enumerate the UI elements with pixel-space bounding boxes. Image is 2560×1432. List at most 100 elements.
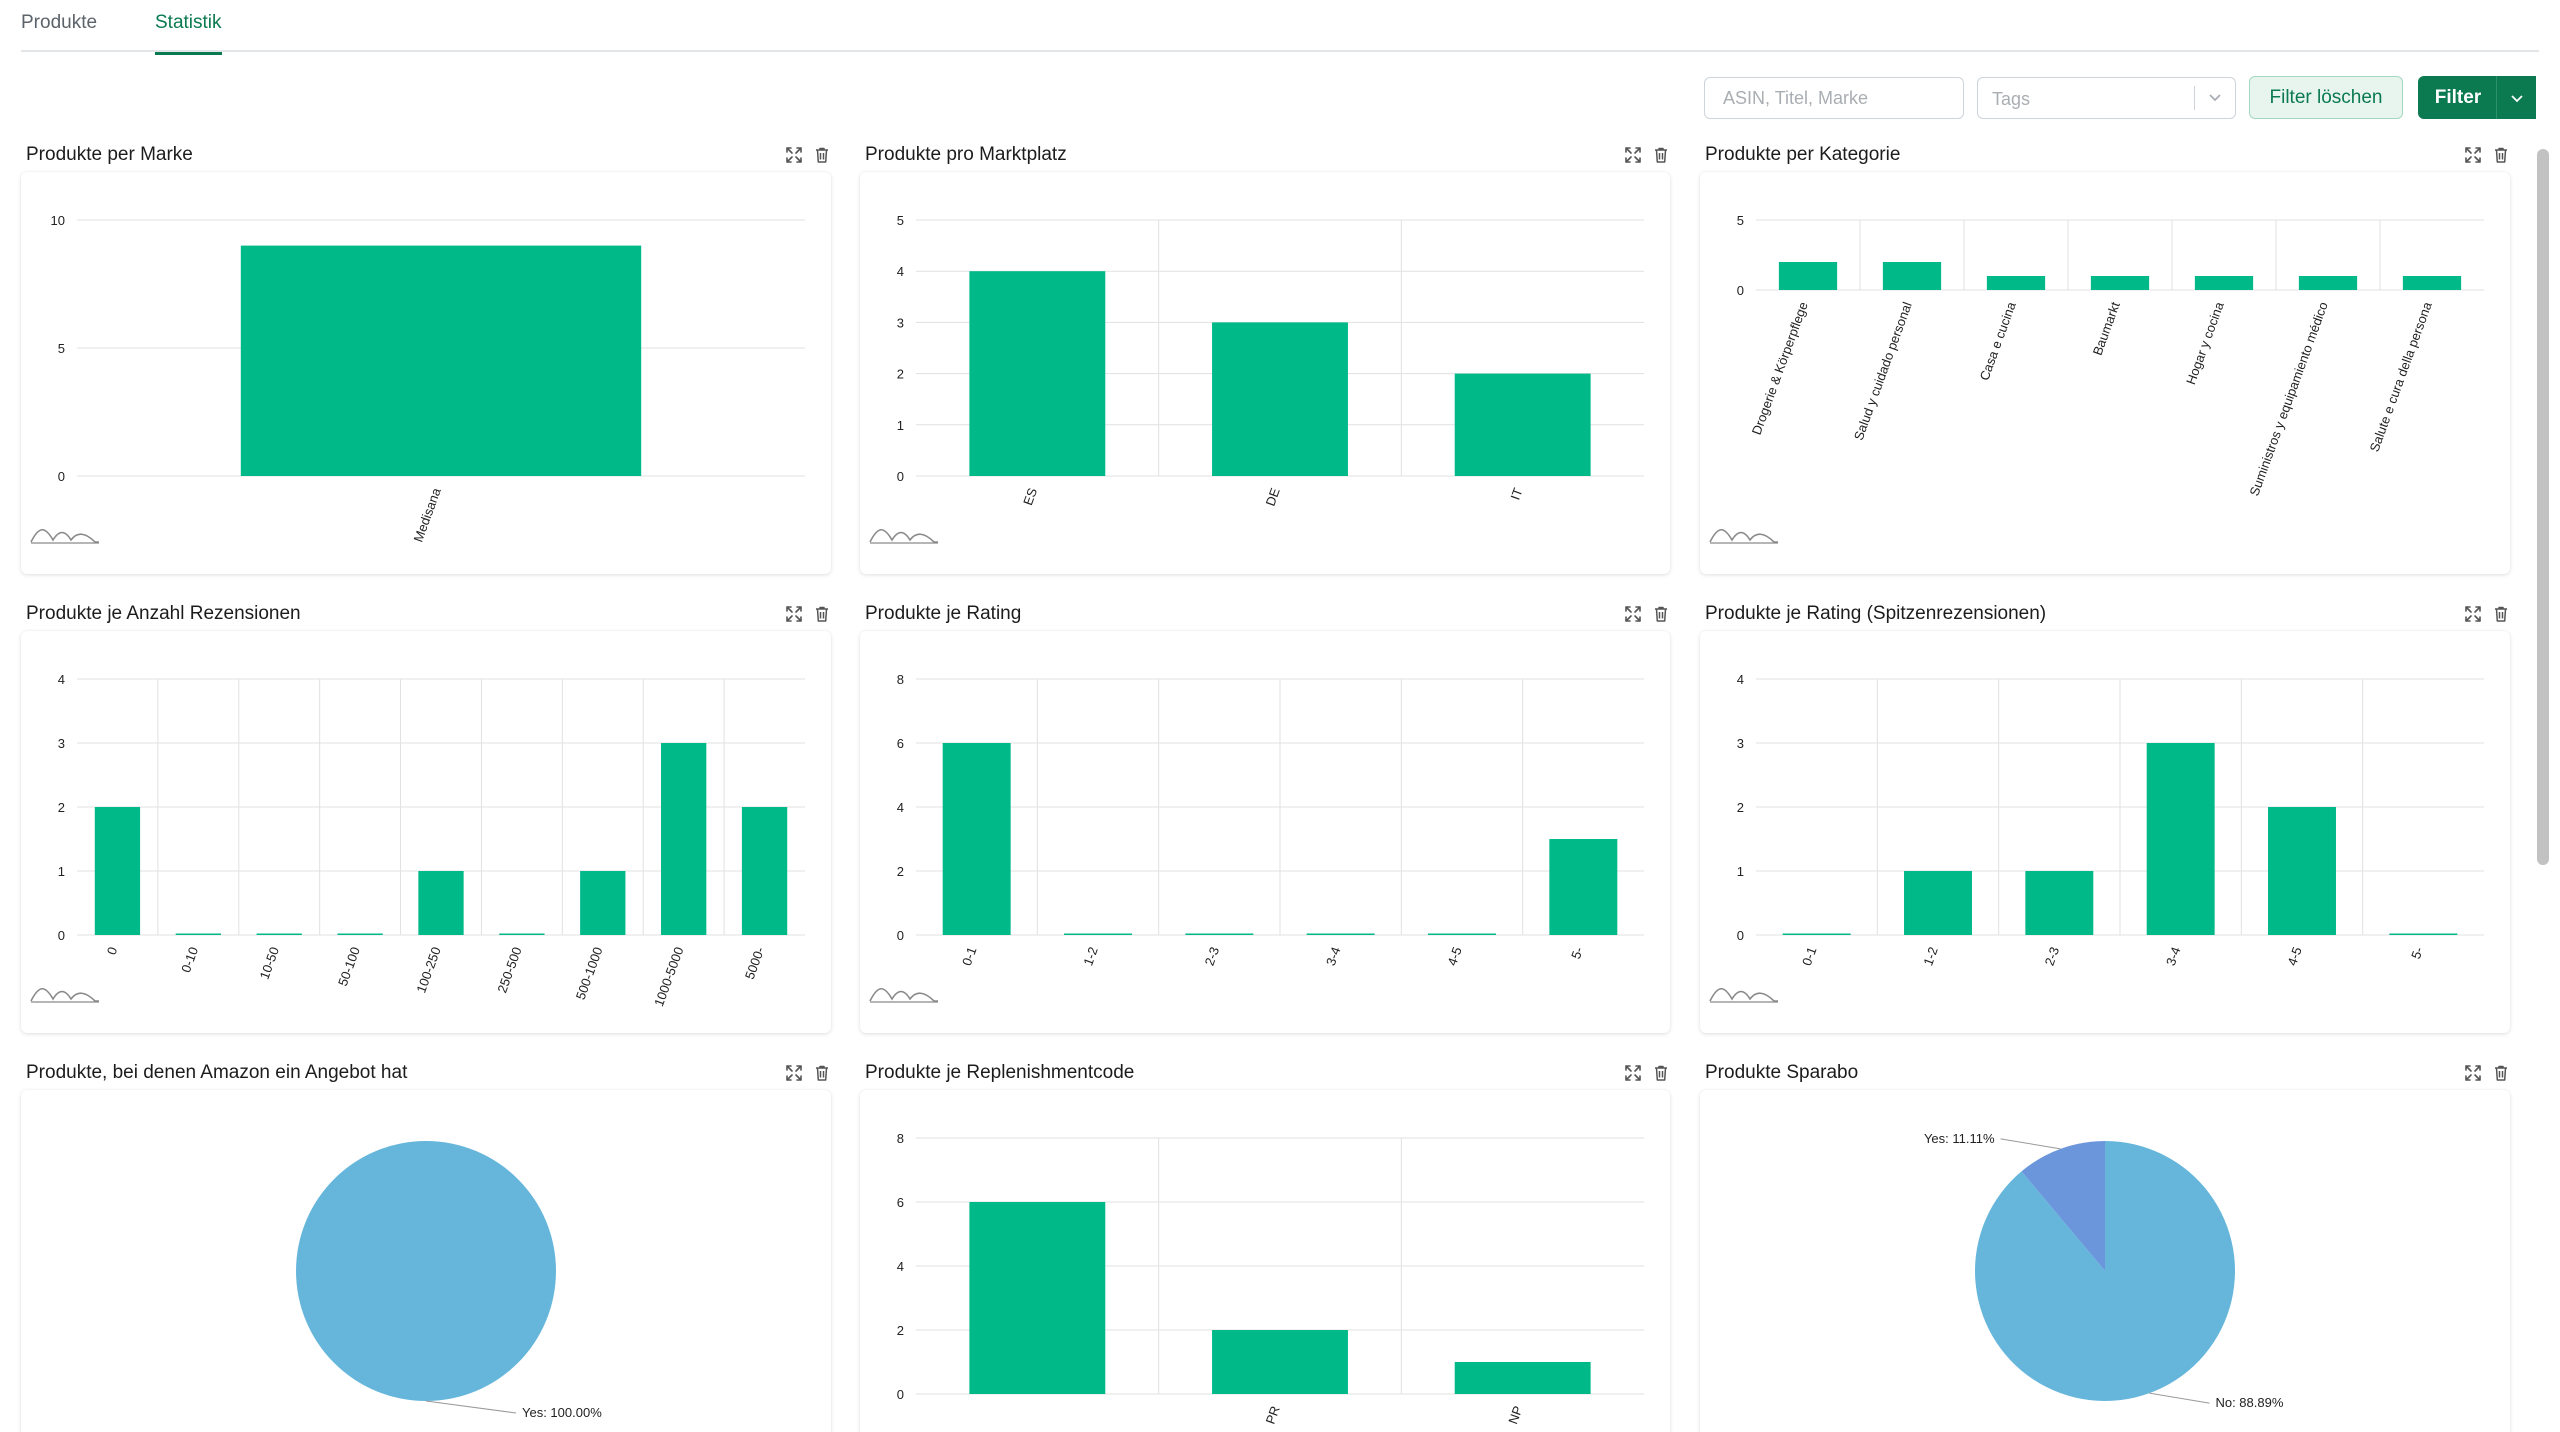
bar — [661, 743, 707, 935]
expand-icon[interactable] — [785, 146, 803, 164]
x-tick-label: 3-4 — [2163, 945, 2184, 968]
bar — [2194, 276, 2254, 290]
y-tick-label: 10 — [51, 213, 65, 228]
x-tick-label: 1000-5000 — [651, 945, 686, 1009]
bar — [1882, 262, 1942, 290]
bar — [969, 271, 1106, 476]
x-tick-label: 5- — [2408, 945, 2426, 961]
trash-icon[interactable] — [1652, 1064, 1670, 1082]
chart-actions — [1624, 1064, 1670, 1082]
pie-data-label: Yes: 100.00% — [522, 1405, 602, 1420]
tags-placeholder: Tags — [1992, 89, 2031, 109]
trash-icon[interactable] — [1652, 605, 1670, 623]
y-tick-label: 5 — [58, 341, 65, 356]
page-scrollbar[interactable] — [2534, 145, 2552, 1432]
pie-chart: Yes: 100.00% — [296, 1141, 602, 1420]
y-tick-label: 0 — [58, 469, 65, 484]
x-tick-label: 1-2 — [1080, 945, 1101, 968]
expand-icon[interactable] — [1624, 1064, 1642, 1082]
chart-library-logo — [30, 987, 99, 1003]
y-tick-label: 0 — [58, 928, 65, 943]
bar — [2025, 871, 2094, 935]
x-tick-label: Casa e cucina — [1977, 299, 2020, 382]
data-label-leader — [425, 1400, 517, 1414]
trash-icon[interactable] — [813, 146, 831, 164]
x-tick-label: 5- — [1568, 945, 1586, 961]
expand-icon[interactable] — [785, 605, 803, 623]
y-tick-label: 8 — [897, 1131, 904, 1146]
y-tick-label: 6 — [897, 1195, 904, 1210]
bar — [1986, 276, 2046, 290]
logo-wave — [869, 987, 938, 1002]
y-tick-label: 8 — [897, 672, 904, 687]
chart-actions — [785, 146, 831, 164]
pie-slice — [296, 1141, 556, 1401]
y-tick-label: 5 — [897, 213, 904, 228]
expand-icon[interactable] — [2464, 605, 2482, 623]
chart-library-logo — [1709, 987, 1778, 1003]
filter-dropdown-toggle[interactable] — [2496, 76, 2536, 119]
trash-icon[interactable] — [2492, 146, 2510, 164]
pie-slice — [2021, 1141, 2105, 1271]
filter-button-label: Filter — [2434, 86, 2482, 108]
x-tick-label: Salud y cuidado personal — [1851, 300, 1915, 442]
pie-data-label: Yes: 11.11% — [1924, 1131, 1995, 1146]
chart-library-logo — [869, 528, 938, 544]
trash-icon[interactable] — [813, 1064, 831, 1082]
expand-icon[interactable] — [2464, 146, 2482, 164]
x-tick-label: 4-5 — [2284, 945, 2305, 968]
chart-card: 0 1 2 3 4 0 0-10 10-50 50-100 100-250 250-500 500-1… — [21, 631, 831, 1033]
x-tick-label: Hogar y cocina — [2183, 299, 2227, 386]
data-label-leader — [2000, 1138, 2061, 1150]
expand-icon[interactable] — [785, 1064, 803, 1082]
y-tick-label: 4 — [897, 1259, 904, 1274]
tab-produkte[interactable]: Produkte — [21, 12, 98, 33]
bar — [1212, 1330, 1348, 1394]
bar — [2298, 276, 2358, 290]
logo-wave — [30, 987, 99, 1002]
y-tick-label: 4 — [897, 800, 904, 815]
expand-icon[interactable] — [1624, 146, 1642, 164]
logo-wave — [1709, 528, 1778, 543]
x-tick-label: 0-10 — [178, 945, 201, 975]
bar — [1904, 871, 1972, 935]
trash-icon[interactable] — [2492, 605, 2510, 623]
y-tick-label: 1 — [897, 418, 904, 433]
expand-icon[interactable] — [2464, 1064, 2482, 1082]
y-tick-label: 0 — [1737, 928, 1744, 943]
bar — [418, 871, 464, 935]
chart-title: Produkte Sparabo — [1705, 1062, 1859, 1083]
logo-wave — [30, 528, 99, 543]
y-tick-label: 2 — [897, 367, 904, 382]
bar-chart: 0 1 2 3 4 0-1 1-2 2-3 3-4 4-5 5- — [1737, 672, 2484, 968]
chart-card: Yes: 100.00% — [21, 1090, 831, 1432]
y-tick-label: 3 — [897, 315, 904, 330]
x-tick-label: 0 — [104, 945, 121, 957]
y-tick-label: 4 — [897, 264, 904, 279]
tab-statistik[interactable]: Statistik — [155, 12, 222, 55]
x-tick-label: 50-100 — [335, 945, 363, 988]
bar — [1306, 933, 1375, 935]
bar — [942, 743, 1011, 935]
trash-icon[interactable] — [2492, 1064, 2510, 1082]
y-tick-label: 2 — [897, 864, 904, 879]
bar-chart: 0 2 4 6 8 PR NP — [897, 1131, 1644, 1426]
pie-chart: Yes: 11.11% No: 88.89% — [1924, 1131, 2284, 1410]
search-input[interactable] — [1704, 77, 1964, 119]
chart-title: Produkte je Anzahl Rezensionen — [26, 603, 301, 624]
y-tick-label: 5 — [1737, 213, 1744, 228]
y-tick-label: 3 — [58, 736, 65, 751]
tags-select[interactable]: Tags — [1977, 77, 2236, 119]
bar — [499, 933, 545, 935]
chart-actions — [2464, 146, 2510, 164]
chart-actions — [1624, 146, 1670, 164]
expand-icon[interactable] — [1624, 605, 1642, 623]
clear-filter-button[interactable]: Filter löschen — [2249, 76, 2403, 119]
trash-icon[interactable] — [813, 605, 831, 623]
trash-icon[interactable] — [1652, 146, 1670, 164]
chevron-down-icon — [2510, 94, 2523, 102]
scrollbar-thumb[interactable] — [2537, 149, 2549, 865]
chart-title: Produkte je Rating — [865, 603, 1022, 624]
y-tick-label: 1 — [58, 864, 65, 879]
pie-slice — [1975, 1141, 2235, 1401]
